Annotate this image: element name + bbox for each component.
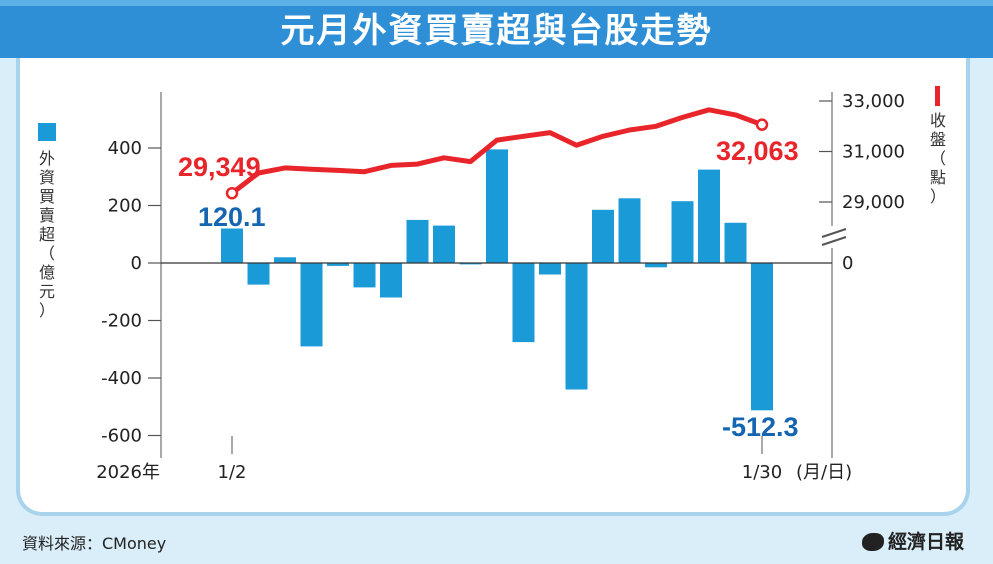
source-note: 資料來源：CMoney	[22, 534, 167, 553]
line-legend-swatch	[935, 86, 940, 106]
brand-name: 經濟日報	[888, 531, 965, 553]
left-axis-label: 外資買賣超（億元）	[39, 149, 55, 320]
left-tick-label: -200	[101, 311, 142, 332]
left-tick-label: -400	[101, 368, 142, 389]
right-zero-label: 0	[842, 253, 853, 274]
bar	[380, 263, 402, 298]
bar	[221, 228, 243, 263]
x-tick-label-start: 1/2	[218, 462, 247, 483]
bar	[327, 263, 349, 266]
right-tick-label: 31,000	[842, 142, 905, 163]
line-start-dot	[225, 186, 239, 200]
title-bar: 元月外資買賣超與台股走勢	[0, 0, 993, 58]
left-axis-ticks: 400 200 0 -200 -400 -600	[101, 138, 161, 447]
bar-start-label: 120.1	[198, 202, 266, 232]
bar	[459, 263, 482, 265]
bar	[618, 198, 641, 263]
axis-break-mark-2	[821, 236, 847, 246]
bar	[512, 263, 535, 343]
line-start-label: 29,349	[178, 152, 261, 182]
left-tick-label: 0	[131, 253, 142, 274]
right-axis-label: 收盤（點）	[930, 111, 946, 206]
bar	[698, 169, 720, 263]
line-end-label: 32,063	[716, 136, 799, 166]
brand-logo: 經濟日報	[862, 527, 964, 554]
bar	[751, 263, 773, 411]
bar	[724, 222, 747, 264]
bar	[486, 149, 508, 263]
right-tick-label: 29,000	[842, 192, 905, 213]
bar	[406, 219, 429, 263]
title-stripe	[0, 0, 993, 6]
right-tick-label: 33,000	[842, 91, 905, 112]
bar	[274, 257, 296, 264]
x-tick-label-end: 1/30	[742, 462, 782, 483]
brand-icon	[862, 533, 884, 551]
bar	[645, 263, 667, 268]
bar-end-label: -512.3	[722, 412, 799, 442]
bar	[353, 263, 376, 288]
bar-series	[221, 149, 773, 411]
axis-break-mark-1	[821, 228, 847, 238]
x-unit-label: (月/日)	[796, 462, 852, 483]
right-axis-ticks: 33,000 31,000 29,000 0	[819, 91, 905, 274]
line-end-dot	[755, 118, 769, 131]
left-tick-label: 200	[108, 196, 142, 217]
axes	[160, 92, 847, 458]
left-tick-label: -600	[101, 426, 142, 447]
bar	[539, 263, 561, 275]
close-line	[229, 107, 765, 196]
bar-legend-swatch	[38, 123, 56, 141]
bar	[671, 201, 694, 263]
bar	[565, 263, 588, 390]
left-tick-label: 400	[108, 138, 142, 159]
bar	[247, 263, 270, 285]
chart-panel	[16, 58, 970, 516]
bar	[300, 263, 323, 347]
chart-title: 元月外資買賣超與台股走勢	[280, 11, 713, 51]
year-label: 2026年	[96, 462, 160, 483]
bar	[433, 225, 455, 263]
bar	[592, 209, 614, 263]
